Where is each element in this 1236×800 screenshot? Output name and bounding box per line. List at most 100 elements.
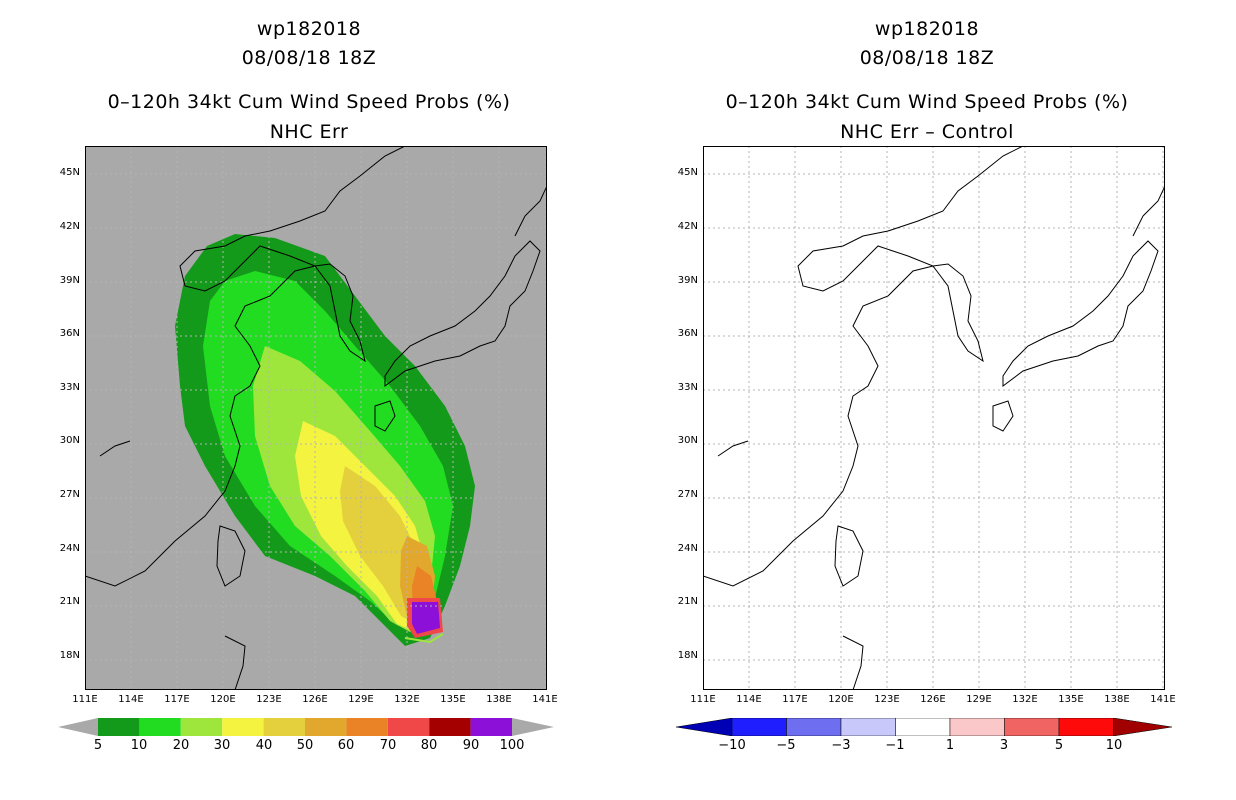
lat-label: 24N	[59, 543, 80, 554]
colorbar-swatch	[139, 718, 181, 736]
lon-label: 132E	[394, 694, 420, 705]
lat-label: 27N	[677, 489, 698, 500]
lon-label: 117E	[164, 694, 190, 705]
lon-label: 114E	[118, 694, 144, 705]
colorbar-swatch	[1004, 717, 1060, 737]
colorbar-label: −5	[776, 738, 796, 753]
colorbar-label: 40	[255, 738, 273, 753]
lat-label: 36N	[677, 328, 698, 339]
lon-label: 117E	[782, 694, 808, 705]
map-background	[703, 146, 1165, 690]
colorbar-high-arrow	[1113, 717, 1173, 737]
colorbar-label: 1	[945, 738, 955, 753]
colorbar-label: 80	[420, 738, 438, 753]
lon-label: 120E	[210, 694, 236, 705]
colorbar-swatch	[98, 718, 140, 736]
product-title: 0–120h 34kt Cum Wind Speed Probs (%)	[107, 91, 511, 113]
colorbar-swatch	[786, 717, 842, 737]
lon-label: 123E	[874, 694, 900, 705]
lon-label: 138E	[1104, 694, 1130, 705]
colorbar-swatch	[180, 718, 223, 736]
probability-colorbar	[58, 718, 554, 740]
lon-label: 129E	[966, 694, 992, 705]
lon-label: 138E	[486, 694, 512, 705]
colorbar-swatch	[305, 718, 347, 736]
colorbar-label: −10	[718, 738, 746, 753]
difference-map	[703, 146, 1165, 690]
panel-subtitle: NHC Err	[269, 121, 349, 143]
lon-label: 114E	[736, 694, 762, 705]
colorbar-swatch	[222, 718, 264, 736]
lat-label: 27N	[59, 489, 80, 500]
lon-label: 126E	[920, 694, 946, 705]
lat-label: 45N	[677, 167, 698, 178]
colorbar-low-arrow	[58, 718, 98, 736]
lon-label: 120E	[828, 694, 854, 705]
lon-label: 126E	[302, 694, 328, 705]
lat-label: 42N	[677, 221, 698, 232]
lat-label: 30N	[677, 435, 698, 446]
lat-label: 24N	[677, 543, 698, 554]
colorbar-label: 50	[296, 738, 314, 753]
probability-map	[85, 146, 547, 690]
colorbar-swatch	[731, 717, 787, 737]
colorbar-label: −1	[885, 738, 905, 753]
colorbar-label: 5	[93, 738, 103, 753]
lon-label: 132E	[1012, 694, 1038, 705]
colorbar-low-arrow	[675, 717, 733, 737]
colorbar-swatch	[1058, 717, 1114, 737]
panel-subtitle: NHC Err – Control	[840, 121, 1014, 143]
prob-band-outline	[404, 633, 444, 644]
colorbar-swatch	[387, 718, 430, 736]
lon-label: 123E	[256, 694, 282, 705]
coastlines	[85, 146, 547, 690]
lat-label: 33N	[59, 382, 80, 393]
lat-label: 21N	[677, 596, 698, 607]
colorbar-high-arrow	[512, 718, 554, 736]
lat-label: 39N	[677, 275, 698, 286]
lon-label: 135E	[440, 694, 466, 705]
init-datetime: 08/08/18 18Z	[241, 47, 377, 69]
colorbar-label: 100	[499, 738, 525, 753]
lat-label: 36N	[59, 328, 80, 339]
colorbar-swatch	[949, 717, 1005, 737]
lat-label: 30N	[59, 435, 80, 446]
init-datetime: 08/08/18 18Z	[859, 47, 995, 69]
coastlines	[703, 146, 1165, 690]
colorbar-label: 10	[1105, 738, 1123, 753]
product-title: 0–120h 34kt Cum Wind Speed Probs (%)	[725, 91, 1129, 113]
colorbar-swatch	[263, 718, 305, 736]
lon-label: 141E	[1150, 694, 1176, 705]
panel-probabilities: wp182018 08/08/18 18Z 0–120h 34kt Cum Wi…	[58, 18, 558, 753]
lon-label: 141E	[532, 694, 558, 705]
colorbar-label: 30	[213, 738, 231, 753]
colorbar-label: 3	[999, 738, 1009, 753]
panel-difference: wp182018 08/08/18 18Z 0–120h 34kt Cum Wi…	[618, 0, 1236, 800]
colorbar-label: 5	[1054, 738, 1064, 753]
lon-label: 111E	[72, 694, 98, 705]
colorbar-label: 90	[462, 738, 480, 753]
lon-label: 111E	[690, 694, 716, 705]
lat-lon-grid	[85, 146, 547, 690]
storm-id: wp182018	[256, 18, 362, 40]
colorbar-swatch	[895, 717, 951, 737]
colorbar-label: 70	[379, 738, 397, 753]
lat-label: 45N	[59, 167, 80, 178]
lon-label: 135E	[1058, 694, 1084, 705]
colorbar-label: −3	[831, 738, 851, 753]
storm-id: wp182018	[874, 18, 980, 40]
colorbar-label: 20	[172, 738, 190, 753]
colorbar-label: 10	[130, 738, 148, 753]
lat-label: 33N	[677, 382, 698, 393]
colorbar-swatch	[840, 717, 896, 737]
lat-label: 18N	[677, 650, 698, 661]
lon-label: 129E	[348, 694, 374, 705]
lat-label: 42N	[59, 221, 80, 232]
lat-lon-grid	[703, 146, 1165, 690]
lat-label: 18N	[59, 650, 80, 661]
prob-band-100	[412, 602, 440, 634]
difference-colorbar	[675, 717, 1173, 740]
colorbar-swatch	[346, 718, 388, 736]
colorbar-swatch	[470, 718, 512, 736]
colorbar-label: 60	[337, 738, 355, 753]
